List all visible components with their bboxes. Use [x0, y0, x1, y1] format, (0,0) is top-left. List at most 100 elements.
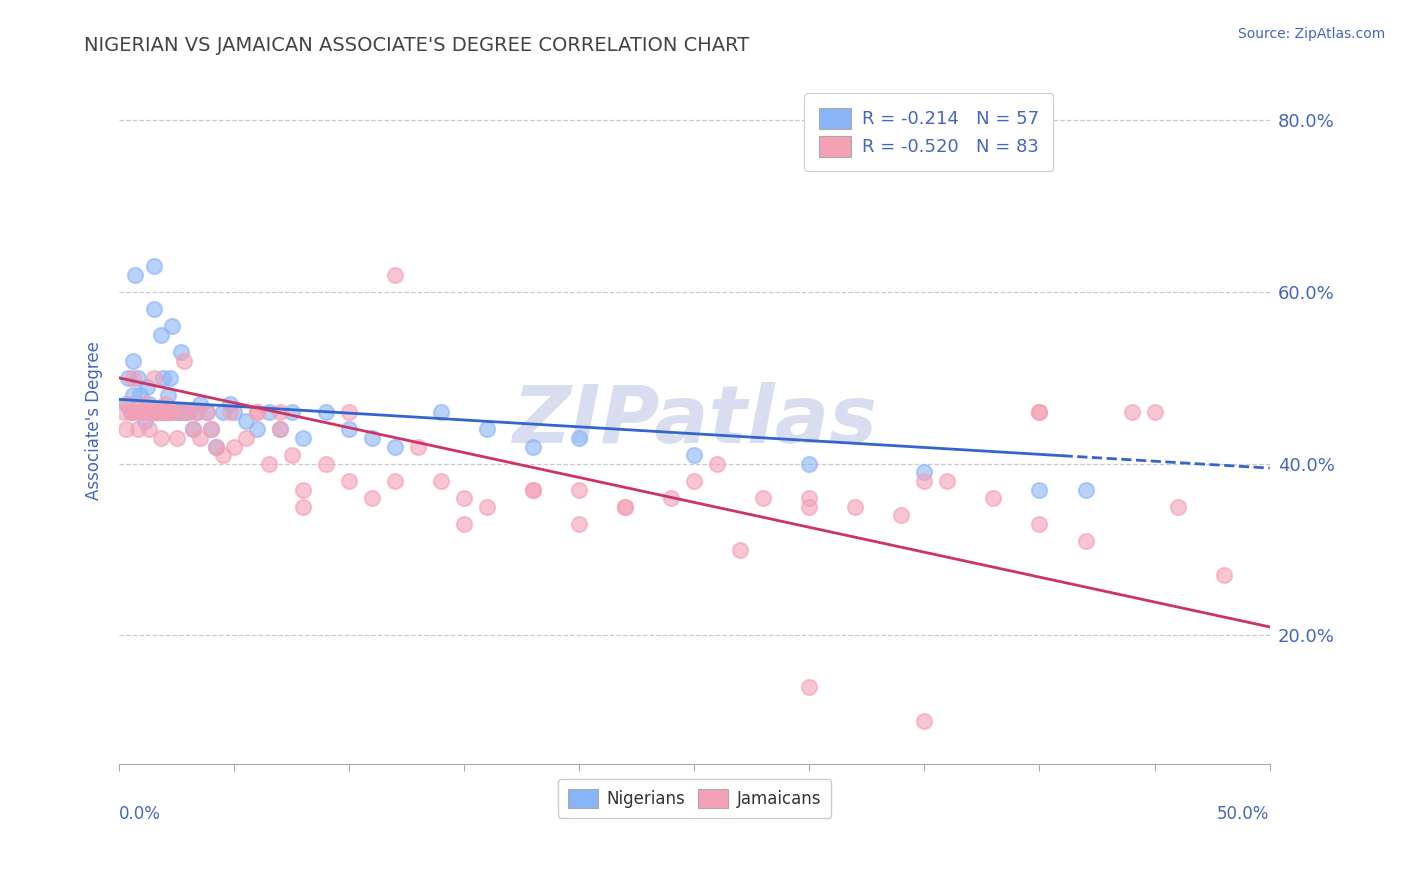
Point [149, 405, 172, 419]
Point [1028, 516, 1050, 531]
Point [661, 491, 683, 505]
Text: ZIPatlas: ZIPatlas [512, 382, 877, 460]
Point [145, 405, 167, 419]
Point [361, 431, 384, 445]
Point [384, 440, 406, 454]
Point [799, 500, 821, 514]
Point [315, 405, 337, 419]
Point [522, 440, 544, 454]
Point [124, 405, 146, 419]
Point [269, 422, 291, 436]
Point [218, 405, 240, 419]
Point [1212, 568, 1234, 582]
Point [129, 388, 152, 402]
Point [173, 353, 195, 368]
Point [257, 457, 280, 471]
Point [477, 422, 499, 436]
Point [160, 319, 183, 334]
Point [152, 405, 174, 419]
Point [730, 542, 752, 557]
Point [134, 397, 156, 411]
Point [384, 474, 406, 488]
Point [122, 371, 145, 385]
Point [181, 422, 204, 436]
Point [246, 422, 269, 436]
Point [408, 440, 430, 454]
Point [799, 491, 821, 505]
Point [683, 448, 706, 462]
Point [211, 448, 233, 462]
Point [141, 405, 163, 419]
Point [173, 405, 195, 419]
Point [127, 371, 149, 385]
Point [706, 457, 728, 471]
Point [127, 422, 149, 436]
Point [131, 405, 153, 419]
Point [235, 431, 257, 445]
Point [1143, 405, 1166, 419]
Point [384, 268, 406, 282]
Point [281, 405, 304, 419]
Text: Source: ZipAtlas.com: Source: ZipAtlas.com [1237, 27, 1385, 41]
Point [156, 388, 179, 402]
Point [170, 345, 193, 359]
Point [844, 500, 866, 514]
Point [752, 491, 775, 505]
Point [166, 405, 188, 419]
Point [177, 405, 200, 419]
Point [149, 328, 172, 343]
Point [218, 397, 240, 411]
Point [568, 516, 591, 531]
Point [1121, 405, 1143, 419]
Point [522, 483, 544, 497]
Point [170, 405, 193, 419]
Point [159, 405, 181, 419]
Point [195, 405, 218, 419]
Point [122, 353, 145, 368]
Point [145, 405, 167, 419]
Point [148, 405, 170, 419]
Point [430, 405, 453, 419]
Point [152, 371, 174, 385]
Point [799, 457, 821, 471]
Point [120, 405, 142, 419]
Text: 0.0%: 0.0% [120, 805, 162, 823]
Point [614, 500, 637, 514]
Point [122, 388, 145, 402]
Point [142, 302, 165, 317]
Point [361, 491, 384, 505]
Point [131, 405, 153, 419]
Point [155, 397, 177, 411]
Point [166, 431, 188, 445]
Point [914, 474, 936, 488]
Point [568, 483, 591, 497]
Point [112, 405, 135, 419]
Point [337, 422, 360, 436]
Point [936, 474, 959, 488]
Point [224, 440, 246, 454]
Point [914, 466, 936, 480]
Point [135, 379, 157, 393]
Point [890, 508, 912, 523]
Point [181, 422, 204, 436]
Point [115, 397, 138, 411]
Point [914, 714, 936, 729]
Point [269, 405, 291, 419]
Point [186, 405, 208, 419]
Point [246, 405, 269, 419]
Point [142, 260, 165, 274]
Point [614, 500, 637, 514]
Point [138, 422, 160, 436]
Point [124, 268, 146, 282]
Y-axis label: Associate's Degree: Associate's Degree [86, 342, 103, 500]
Point [281, 448, 304, 462]
Point [200, 422, 222, 436]
Point [522, 483, 544, 497]
Point [115, 422, 138, 436]
Point [205, 440, 228, 454]
Point [186, 405, 208, 419]
Point [983, 491, 1005, 505]
Point [315, 457, 337, 471]
Point [141, 405, 163, 419]
Point [188, 431, 211, 445]
